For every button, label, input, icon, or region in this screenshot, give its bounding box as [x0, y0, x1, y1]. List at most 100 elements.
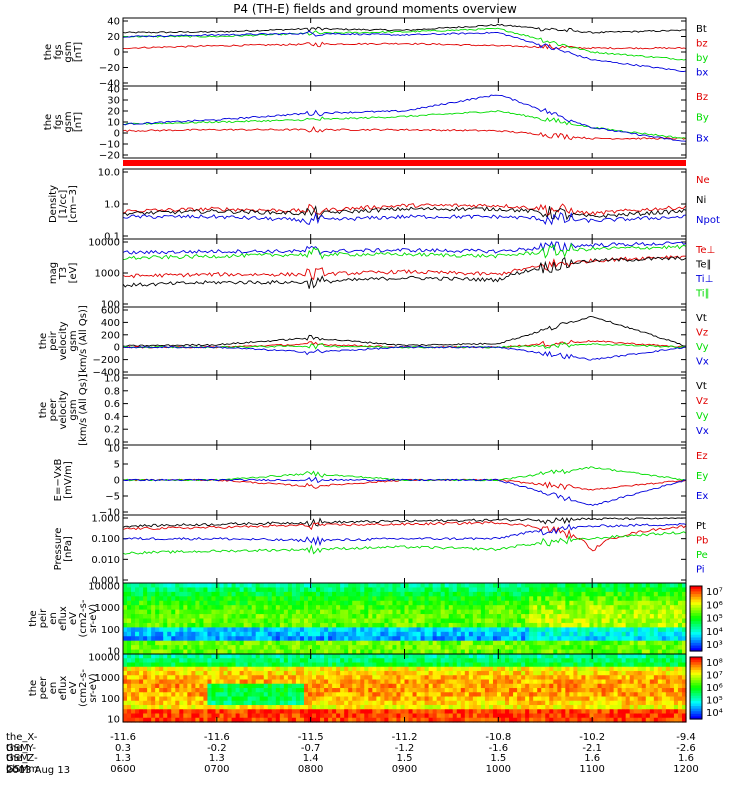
heatmap-cell [243, 696, 249, 702]
heatmap-cell [135, 605, 140, 611]
heatmap-cell [545, 709, 550, 715]
heatmap-cell [581, 683, 587, 689]
heatmap-cell [320, 636, 325, 642]
heatmap-cell [464, 709, 470, 715]
heatmap-cell [127, 627, 132, 633]
heatmap-cell [589, 614, 595, 620]
heatmap-cell [199, 717, 205, 723]
heatmap-cell [605, 679, 611, 685]
legend-label: Ne [696, 175, 710, 186]
heatmap-cell [235, 717, 241, 723]
heatmap-cell [139, 692, 144, 698]
heatmap-cell [613, 605, 619, 611]
heatmap-cell [279, 627, 285, 633]
heatmap-cell [203, 654, 209, 659]
heatmap-cell [621, 662, 627, 668]
y-axis-label: [eV] [68, 263, 79, 284]
heatmap-cell [529, 717, 534, 723]
heatmap-cell [573, 627, 579, 633]
heatmap-cell [223, 587, 229, 593]
heatmap-cell [412, 614, 418, 620]
heatmap-cell [561, 596, 566, 602]
heatmap-cell [251, 717, 257, 723]
heatmap-cell [541, 583, 546, 589]
heatmap-cell [135, 649, 140, 655]
heatmap-cell [316, 683, 321, 689]
heatmap-cell [235, 631, 241, 637]
heatmap-cell [601, 645, 607, 651]
heatmap-cell [324, 627, 329, 633]
heatmap-cell [573, 609, 579, 615]
heatmap-cell [344, 658, 349, 664]
heatmap-cell [255, 600, 261, 606]
heatmap-cell [617, 591, 623, 597]
heatmap-cell [255, 692, 261, 698]
heatmap-cell [677, 654, 683, 659]
panel-frame [122, 168, 687, 240]
heatmap-cell [597, 614, 603, 620]
heatmap-cell [424, 605, 430, 611]
heatmap-cell [380, 609, 385, 615]
heatmap-cell [617, 671, 623, 676]
heatmap-cell [155, 631, 160, 637]
heatmap-cell [513, 696, 518, 702]
heatmap-cell [163, 614, 168, 620]
heatmap-cell [155, 622, 160, 628]
heatmap-cell [295, 614, 301, 620]
heatmap-cell [513, 709, 518, 715]
heatmap-cell [428, 688, 434, 693]
heatmap-cell [239, 622, 245, 628]
heatmap-cell [597, 591, 603, 597]
heatmap-cell [577, 596, 583, 602]
heatmap-cell [529, 622, 534, 628]
heatmap-cell [565, 609, 570, 615]
heatmap-cell [372, 631, 377, 637]
heatmap-cell [187, 583, 192, 589]
heatmap-cell [577, 713, 583, 719]
heatmap-cell [569, 622, 574, 628]
heatmap-cell [617, 662, 623, 668]
heatmap-cell [163, 658, 168, 664]
heatmap-cell [404, 709, 410, 715]
heatmap-cell [147, 596, 152, 602]
heatmap-cell [601, 679, 607, 685]
heatmap-cell [171, 636, 176, 642]
heatmap-cell [593, 609, 599, 615]
heatmap-cell [621, 654, 627, 659]
heatmap-cell [267, 583, 273, 589]
heatmap-cell [537, 614, 542, 620]
heatmap-cell [392, 631, 398, 637]
heatmap-cell [681, 675, 687, 681]
heatmap-cell [239, 683, 245, 689]
heatmap-cell [460, 654, 466, 659]
heatmap-cell [488, 683, 494, 689]
heatmap-cell [444, 717, 450, 723]
heatmap-cell [263, 679, 269, 685]
heatmap-cell [215, 649, 221, 655]
heatmap-cell [167, 671, 172, 676]
heatmap-cell [541, 696, 546, 702]
heatmap-cell [139, 679, 144, 685]
heatmap-cell [259, 713, 265, 719]
heatmap-cell [143, 640, 148, 646]
heatmap-cell [340, 705, 345, 710]
heatmap-cell [179, 692, 184, 698]
heatmap-cell [139, 587, 144, 593]
heatmap-cell [267, 649, 273, 655]
heatmap-cell [231, 705, 237, 710]
heatmap-cell [420, 627, 426, 633]
heatmap-cell [428, 645, 434, 651]
heatmap-cell [472, 675, 478, 681]
y-axis-label: velocity [58, 321, 69, 360]
heatmap-cell [263, 700, 269, 706]
heatmap-cell [179, 683, 184, 689]
legend-label: Te∥ [695, 260, 712, 271]
heatmap-cell [549, 605, 554, 611]
heatmap-cell [404, 671, 410, 676]
heatmap-cell [127, 692, 132, 698]
heatmap-cell [187, 618, 192, 624]
heatmap-cell [211, 631, 217, 637]
heatmap-cell [364, 640, 369, 646]
heatmap-cell [561, 683, 566, 689]
heatmap-cell [549, 618, 554, 624]
